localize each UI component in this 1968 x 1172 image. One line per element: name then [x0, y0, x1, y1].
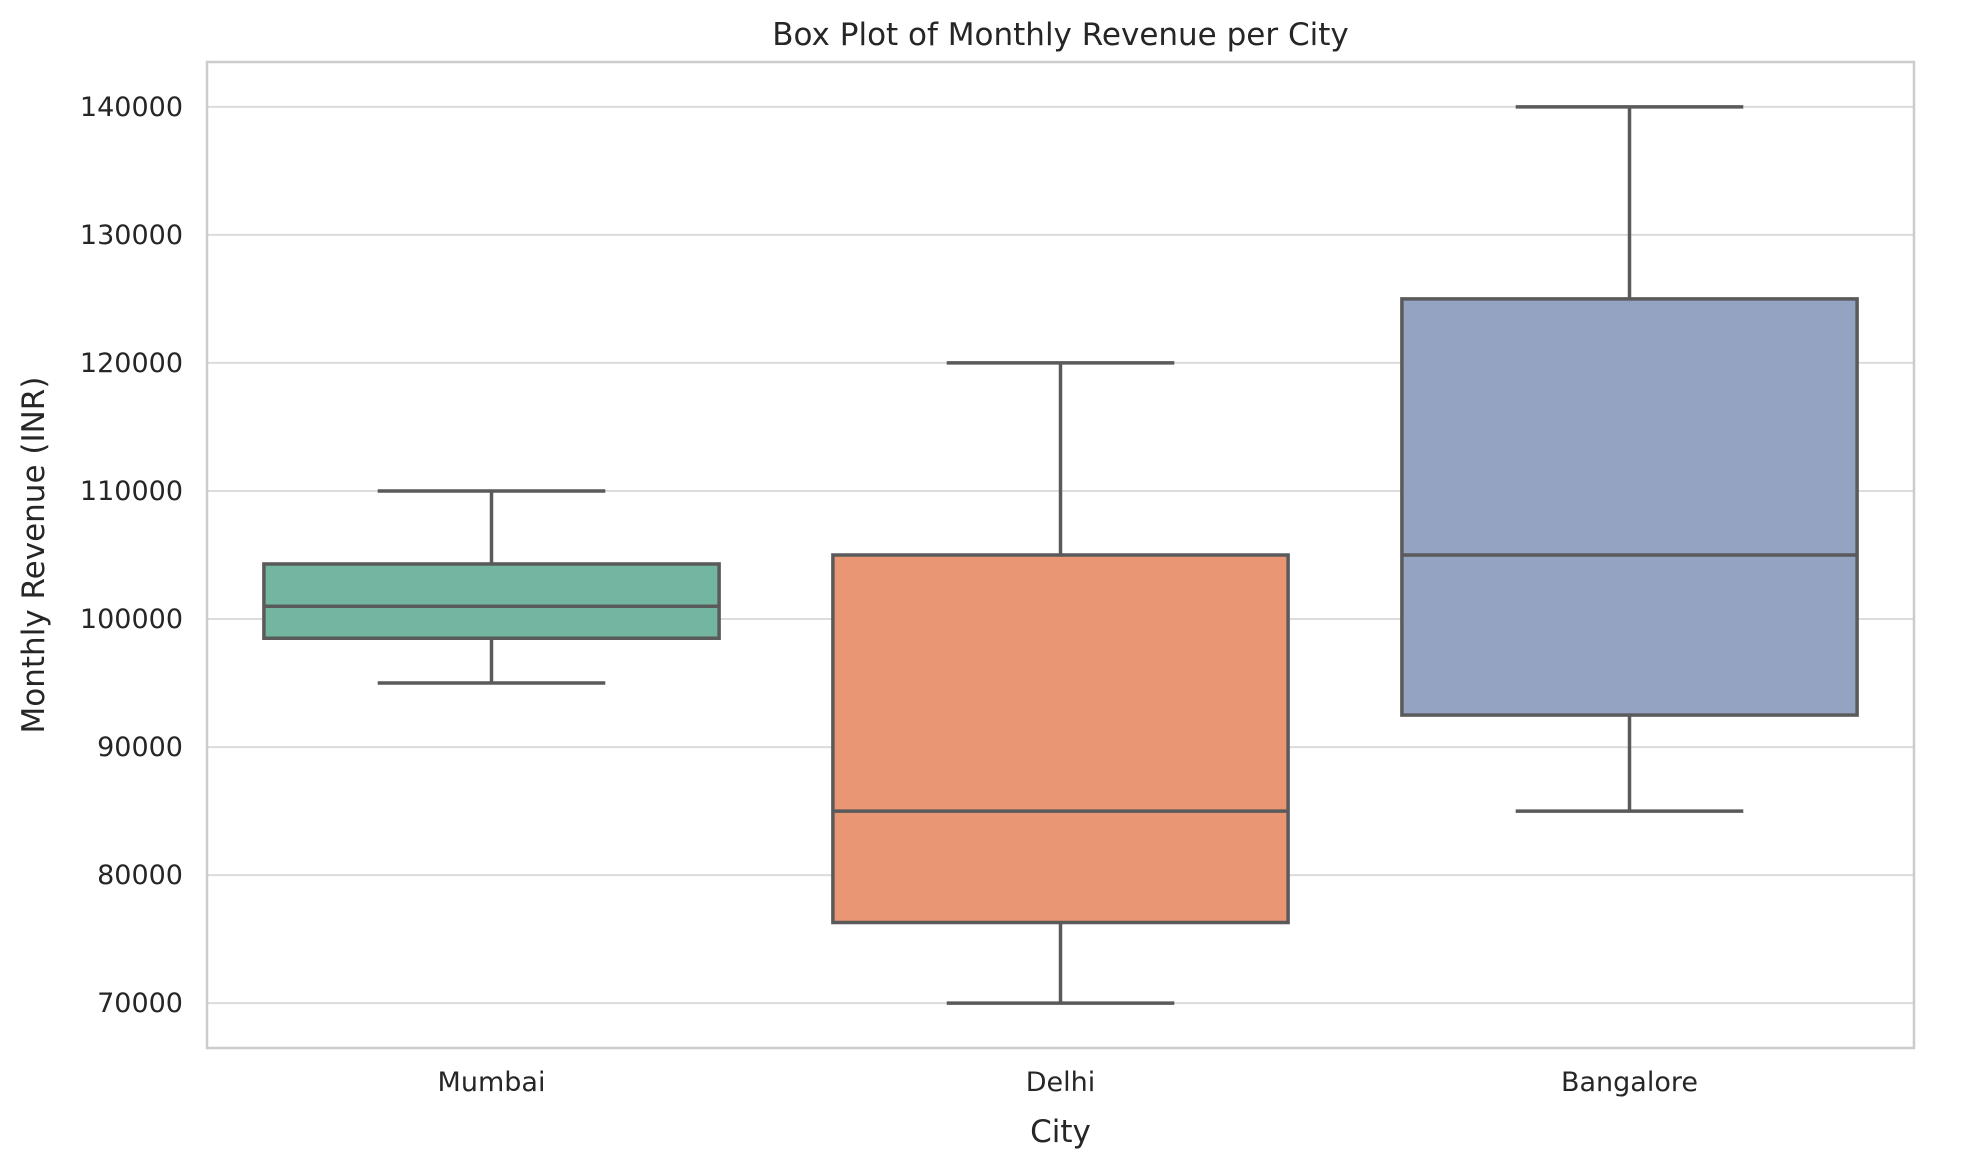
y-tick-label: 90000: [97, 732, 183, 763]
box-body: [262, 562, 721, 640]
x-tick-labels: Mumbai Delhi Bangalore: [438, 1067, 1698, 1098]
x-tick-label: Mumbai: [438, 1067, 546, 1098]
box-body: [1400, 297, 1859, 717]
x-tick-label: Bangalore: [1561, 1067, 1698, 1098]
y-tick-labels: 70000 80000 90000 100000 110000 120000 130000 1…: [80, 92, 183, 1019]
x-axis-label: City: [1030, 1114, 1091, 1150]
x-tick-label: Delhi: [1026, 1067, 1096, 1098]
y-tick-label: 140000: [80, 92, 183, 123]
boxes: [262, 105, 1859, 1005]
y-axis-label: Monthly Revenue (INR): [16, 377, 52, 734]
y-tick-label: 120000: [80, 348, 183, 379]
y-tick-label: 110000: [80, 476, 183, 507]
y-tick-label: 100000: [80, 604, 183, 635]
box-mumbai: [262, 489, 721, 685]
y-tick-label: 80000: [97, 860, 183, 891]
y-tick-label: 70000: [97, 988, 183, 1019]
plot-frame: [205, 60, 1916, 1050]
box-delhi: [831, 361, 1290, 1005]
box-bangalore: [1400, 105, 1859, 813]
y-tick-label: 130000: [80, 220, 183, 251]
chart-title: Box Plot of Monthly Revenue per City: [772, 17, 1348, 53]
box-body: [831, 553, 1290, 925]
